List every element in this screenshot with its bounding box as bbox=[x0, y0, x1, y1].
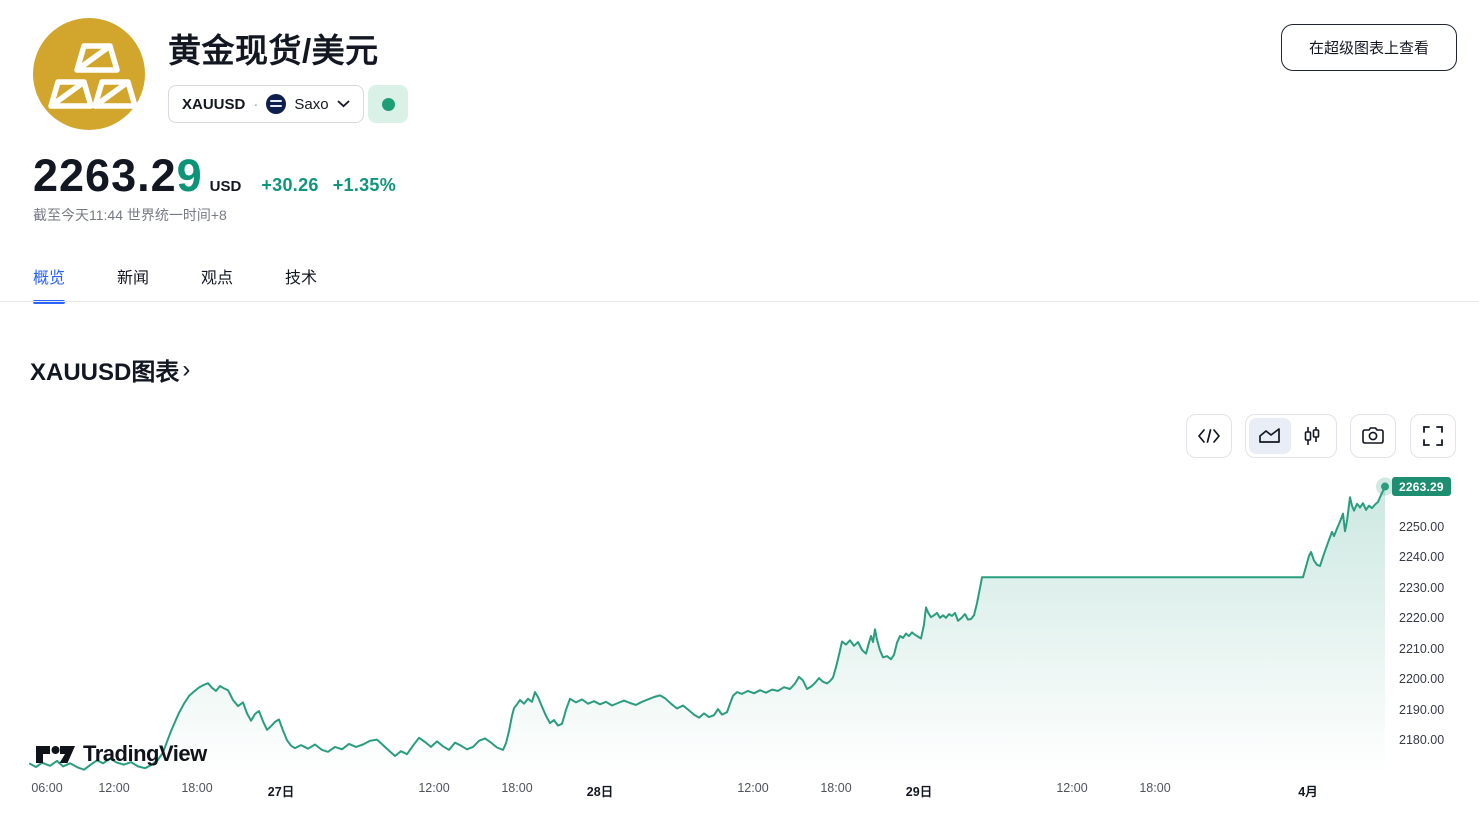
last-price-badge: 2263.29 bbox=[1392, 476, 1451, 496]
price-block: 2263.2 9 USD +30.26 +1.35% bbox=[33, 150, 396, 202]
x-axis-label: 18:00 bbox=[181, 781, 213, 795]
x-axis-label: 12:00 bbox=[1056, 781, 1088, 795]
as-of-timestamp: 截至今天11:44 世界统一时间+8 bbox=[33, 207, 227, 223]
tab-news[interactable]: 新闻 bbox=[117, 270, 150, 287]
price-scale[interactable]: 2263.29 2250.00 2240.00 2230.00 2220.00 2210… bbox=[1392, 400, 1479, 800]
chart-type-switch bbox=[1245, 414, 1337, 458]
gold-instrument-icon bbox=[33, 18, 145, 130]
tabs-divider bbox=[0, 301, 1479, 302]
symbol-selector-button[interactable]: XAUUSD · Saxo bbox=[168, 85, 364, 123]
x-axis-label: 12:00 bbox=[737, 781, 769, 795]
x-axis-label: 28日 bbox=[586, 785, 614, 799]
y-axis-label: 2210.00 bbox=[1399, 641, 1445, 656]
page-title: 黄金现货/美元 bbox=[168, 32, 379, 69]
chart-heading-link[interactable]: XAUUSD图表 › bbox=[30, 352, 190, 387]
x-axis-label: 12:00 bbox=[418, 781, 450, 795]
x-axis-label: 06:00 bbox=[31, 781, 63, 795]
y-axis-label: 2180.00 bbox=[1399, 733, 1445, 748]
exchange-label: Saxo bbox=[294, 95, 329, 113]
y-axis-label: 2220.00 bbox=[1399, 611, 1445, 626]
candles-icon bbox=[1304, 427, 1320, 445]
y-axis-label: 2240.00 bbox=[1399, 550, 1445, 565]
y-axis-label: 2230.00 bbox=[1399, 580, 1445, 595]
area-chart-icon bbox=[1259, 428, 1280, 443]
x-axis-label: 12:00 bbox=[98, 781, 130, 795]
snapshot-button[interactable] bbox=[1350, 414, 1396, 458]
tradingview-logo-link[interactable]: TradingView bbox=[36, 741, 207, 767]
y-axis-label: 2250.00 bbox=[1399, 520, 1445, 534]
y-axis-label: 2200.00 bbox=[1399, 672, 1445, 687]
chevron-down-icon bbox=[337, 100, 349, 108]
section-tabs: 概览 新闻 观点 技术 bbox=[33, 264, 317, 304]
camera-icon bbox=[1362, 427, 1384, 444]
x-axis-label: 18:00 bbox=[501, 781, 533, 795]
tradingview-logo-text: TradingView bbox=[83, 741, 207, 766]
price-chart-canvas[interactable] bbox=[0, 400, 1479, 817]
time-scale[interactable]: 06:00 12:00 18:00 27日 12:00 18:00 28日 12:00 18:0… bbox=[0, 781, 1390, 799]
code-icon bbox=[1198, 429, 1220, 443]
symbol-label: XAUUSD bbox=[182, 95, 246, 113]
fullscreen-icon bbox=[1423, 426, 1443, 446]
area-chart-type-button[interactable] bbox=[1249, 418, 1291, 454]
x-axis-label: 18:00 bbox=[820, 781, 852, 795]
currency-label: USD bbox=[209, 178, 242, 195]
last-price: 2263.2 bbox=[33, 150, 177, 201]
y-axis-label: 2190.00 bbox=[1399, 702, 1445, 717]
open-superchart-button[interactable]: 在超级图表上查看 bbox=[1281, 24, 1457, 71]
fullscreen-button[interactable] bbox=[1410, 414, 1456, 458]
candles-chart-type-button[interactable] bbox=[1291, 418, 1333, 454]
x-axis-label: 27日 bbox=[267, 785, 295, 799]
separator-dot: · bbox=[253, 95, 259, 113]
chevron-right-icon: › bbox=[182, 355, 191, 383]
source-code-button[interactable] bbox=[1186, 414, 1232, 458]
market-open-dot-icon bbox=[381, 97, 395, 111]
change-percent: +1.35% bbox=[332, 175, 397, 195]
tab-overview[interactable]: 概览 bbox=[33, 264, 66, 304]
market-status-button[interactable] bbox=[368, 85, 408, 123]
saxo-exchange-icon bbox=[266, 94, 287, 114]
last-price-tick-digit: 9 bbox=[176, 150, 202, 201]
tab-ideas[interactable]: 观点 bbox=[201, 270, 234, 287]
x-axis-label: 29日 bbox=[905, 785, 933, 799]
change-absolute: +30.26 bbox=[261, 175, 319, 195]
tab-technicals[interactable]: 技术 bbox=[285, 270, 318, 287]
tradingview-logo-icon bbox=[36, 746, 75, 763]
x-axis-label: 4月 bbox=[1298, 785, 1318, 799]
x-axis-label: 18:00 bbox=[1139, 781, 1171, 795]
chart-heading-text: XAUUSD图表 bbox=[30, 359, 180, 386]
